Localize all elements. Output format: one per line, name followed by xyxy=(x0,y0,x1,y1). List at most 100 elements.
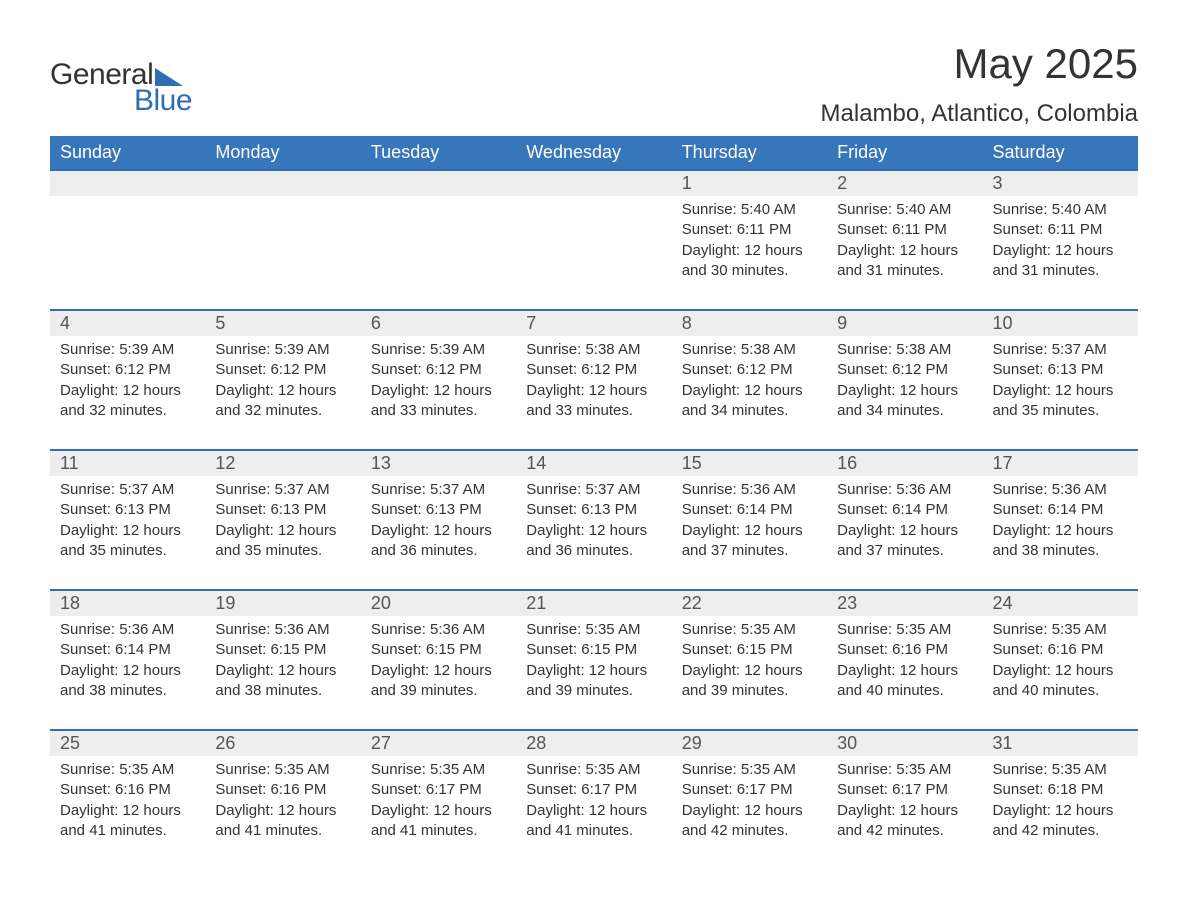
sunrise-text: Sunrise: 5:38 AM xyxy=(682,340,817,360)
day-detail-cell: Sunrise: 5:40 AMSunset: 6:11 PMDaylight:… xyxy=(983,196,1138,310)
daylight-line2: and 33 minutes. xyxy=(526,401,661,421)
calendar-body: 123 Sunrise: 5:40 AMSunset: 6:11 PMDayli… xyxy=(50,170,1138,869)
sunrise-text: Sunrise: 5:35 AM xyxy=(682,760,817,780)
day-number-cell: 28 xyxy=(516,730,671,756)
sunset-text: Sunset: 6:15 PM xyxy=(371,640,506,660)
daylight-line1: Daylight: 12 hours xyxy=(215,661,350,681)
day-detail-cell: Sunrise: 5:36 AMSunset: 6:14 PMDaylight:… xyxy=(672,476,827,590)
daylight-line2: and 40 minutes. xyxy=(837,681,972,701)
day-detail-cell: Sunrise: 5:38 AMSunset: 6:12 PMDaylight:… xyxy=(516,336,671,450)
sunset-text: Sunset: 6:18 PM xyxy=(993,780,1128,800)
sunrise-text: Sunrise: 5:36 AM xyxy=(60,620,195,640)
day-number-cell: 23 xyxy=(827,590,982,616)
daylight-line2: and 42 minutes. xyxy=(993,821,1128,841)
month-title: May 2025 xyxy=(821,40,1138,88)
sunrise-text: Sunrise: 5:40 AM xyxy=(682,200,817,220)
sunset-text: Sunset: 6:14 PM xyxy=(682,500,817,520)
day-number-cell xyxy=(205,170,360,196)
sunset-text: Sunset: 6:14 PM xyxy=(837,500,972,520)
sunrise-text: Sunrise: 5:35 AM xyxy=(682,620,817,640)
sunset-text: Sunset: 6:13 PM xyxy=(215,500,350,520)
day-detail-cell xyxy=(205,196,360,310)
sunrise-text: Sunrise: 5:36 AM xyxy=(993,480,1128,500)
sunset-text: Sunset: 6:17 PM xyxy=(837,780,972,800)
week-daynum-row: 123 xyxy=(50,170,1138,196)
daylight-line2: and 35 minutes. xyxy=(60,541,195,561)
sunset-text: Sunset: 6:14 PM xyxy=(60,640,195,660)
sunrise-text: Sunrise: 5:37 AM xyxy=(60,480,195,500)
daylight-line1: Daylight: 12 hours xyxy=(371,801,506,821)
day-detail-cell: Sunrise: 5:35 AMSunset: 6:15 PMDaylight:… xyxy=(516,616,671,730)
sunrise-text: Sunrise: 5:35 AM xyxy=(837,760,972,780)
daylight-line1: Daylight: 12 hours xyxy=(837,241,972,261)
col-monday: Monday xyxy=(205,136,360,170)
week-daynum-row: 25262728293031 xyxy=(50,730,1138,756)
day-number-cell: 10 xyxy=(983,310,1138,336)
daylight-line2: and 33 minutes. xyxy=(371,401,506,421)
sunrise-text: Sunrise: 5:37 AM xyxy=(215,480,350,500)
col-friday: Friday xyxy=(827,136,982,170)
sunset-text: Sunset: 6:17 PM xyxy=(526,780,661,800)
day-detail-cell: Sunrise: 5:35 AMSunset: 6:16 PMDaylight:… xyxy=(983,616,1138,730)
sunrise-text: Sunrise: 5:39 AM xyxy=(371,340,506,360)
week-detail-row: Sunrise: 5:36 AMSunset: 6:14 PM Daylight:… xyxy=(50,616,1138,730)
daylight-line2: and 41 minutes. xyxy=(60,821,195,841)
day-detail-cell: Sunrise: 5:37 AMSunset: 6:13 PMDaylight:… xyxy=(516,476,671,590)
day-number-cell: 31 xyxy=(983,730,1138,756)
daylight-line1: Daylight: 12 hours xyxy=(837,661,972,681)
day-detail-cell: Sunrise: 5:40 AMSunset: 6:11 PMDaylight:… xyxy=(672,196,827,310)
day-detail-cell: Sunrise: 5:35 AMSunset: 6:17 PMDaylight:… xyxy=(516,756,671,869)
sunrise-text: Sunrise: 5:35 AM xyxy=(526,620,661,640)
daylight-line2: and 30 minutes. xyxy=(682,261,817,281)
daylight-line1: Daylight: 12 hours xyxy=(215,801,350,821)
day-detail-cell: Sunrise: 5:36 AMSunset: 6:15 PMDaylight:… xyxy=(361,616,516,730)
day-detail-cell: Sunrise: 5:35 AMSunset: 6:17 PMDaylight:… xyxy=(361,756,516,869)
day-number-cell: 4 xyxy=(50,310,205,336)
sunset-text: Sunset: 6:16 PM xyxy=(993,640,1128,660)
title-area: May 2025 Malambo, Atlantico, Colombia xyxy=(821,40,1138,128)
day-number-cell: 29 xyxy=(672,730,827,756)
col-tuesday: Tuesday xyxy=(361,136,516,170)
sunset-text: Sunset: 6:16 PM xyxy=(60,780,195,800)
day-number-cell: 24 xyxy=(983,590,1138,616)
sunset-text: Sunset: 6:13 PM xyxy=(993,360,1128,380)
week-detail-row: Sunrise: 5:39 AMSunset: 6:12 PMDaylight:… xyxy=(50,336,1138,450)
sunrise-text: Sunrise: 5:38 AM xyxy=(526,340,661,360)
daylight-line1: Daylight: 12 hours xyxy=(526,381,661,401)
sunrise-text: Sunrise: 5:37 AM xyxy=(993,340,1128,360)
daylight-line2: and 31 minutes. xyxy=(837,261,972,281)
day-number-cell xyxy=(516,170,671,196)
sunrise-text: Sunrise: 5:38 AM xyxy=(837,340,972,360)
col-thursday: Thursday xyxy=(672,136,827,170)
col-wednesday: Wednesday xyxy=(516,136,671,170)
daylight-line1: Daylight: 12 hours xyxy=(993,661,1128,681)
day-number-cell: 21 xyxy=(516,590,671,616)
day-detail-cell: Sunrise: 5:35 AMSunset: 6:16 PMDaylight:… xyxy=(827,616,982,730)
daylight-line2: and 39 minutes. xyxy=(682,681,817,701)
daylight-line2: and 42 minutes. xyxy=(682,821,817,841)
calendar-table: Sunday Monday Tuesday Wednesday Thursday… xyxy=(50,136,1138,869)
daylight-line1: Daylight: 12 hours xyxy=(526,521,661,541)
day-number-cell: 11 xyxy=(50,450,205,476)
sunrise-text: Sunrise: 5:40 AM xyxy=(993,200,1128,220)
day-number-cell: 18 xyxy=(50,590,205,616)
day-detail-cell: Sunrise: 5:36 AMSunset: 6:14 PMDaylight:… xyxy=(827,476,982,590)
sunrise-text: Sunrise: 5:40 AM xyxy=(837,200,972,220)
daylight-line2: and 35 minutes. xyxy=(215,541,350,561)
daylight-line1: Daylight: 12 hours xyxy=(993,381,1128,401)
daylight-line2: and 36 minutes. xyxy=(526,541,661,561)
sunrise-text: Sunrise: 5:35 AM xyxy=(526,760,661,780)
sunset-text: Sunset: 6:13 PM xyxy=(371,500,506,520)
daylight-line2: and 34 minutes. xyxy=(837,401,972,421)
col-saturday: Saturday xyxy=(983,136,1138,170)
sunset-text: Sunset: 6:13 PM xyxy=(526,500,661,520)
daylight-line2: and 34 minutes. xyxy=(682,401,817,421)
header-area: General Blue May 2025 Malambo, Atlantico… xyxy=(50,40,1138,128)
day-detail-cell: Sunrise: 5:35 AMSunset: 6:18 PMDaylight:… xyxy=(983,756,1138,869)
sunrise-text: Sunrise: 5:35 AM xyxy=(371,760,506,780)
sunset-text: Sunset: 6:15 PM xyxy=(526,640,661,660)
day-detail-cell: Sunrise: 5:36 AMSunset: 6:14 PMDaylight:… xyxy=(50,616,205,730)
daylight-line2: and 39 minutes. xyxy=(371,681,506,701)
day-number-cell: 22 xyxy=(672,590,827,616)
logo-text-blue: Blue xyxy=(134,84,192,118)
